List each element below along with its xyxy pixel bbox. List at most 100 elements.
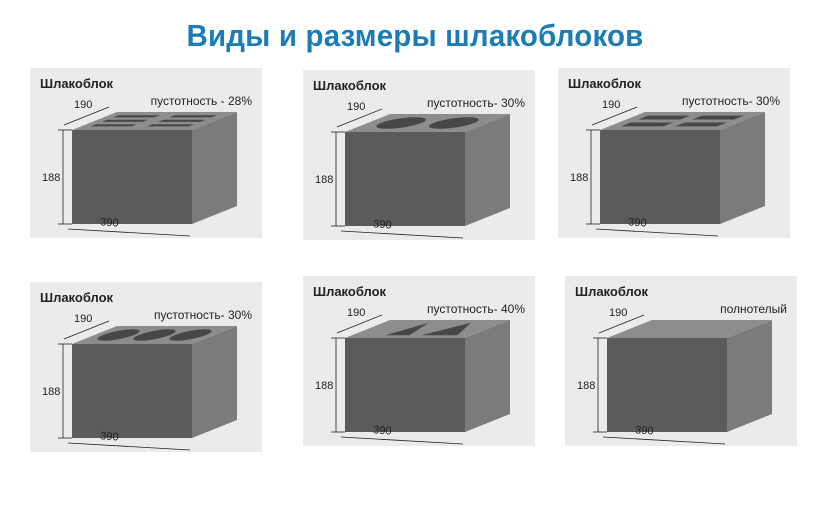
height-label: 188 — [42, 172, 60, 184]
cavity — [421, 322, 471, 336]
block-name: Шлакоблок — [40, 290, 114, 305]
block-front-face — [600, 130, 720, 224]
length-dimension-line — [340, 436, 464, 445]
cavities — [385, 322, 471, 336]
height-label: 188 — [577, 380, 595, 392]
block-body — [72, 326, 237, 438]
length-label: 390 — [635, 424, 654, 437]
dimension-lines — [586, 106, 719, 237]
cavity — [376, 117, 426, 129]
block-front-face — [345, 338, 465, 432]
cavity — [638, 115, 690, 120]
width-dimension-line — [598, 314, 645, 334]
cavity — [90, 124, 137, 127]
cinder-block-illustration: 188 190 390 — [42, 313, 237, 451]
block-side-face — [192, 112, 237, 224]
cavity — [169, 329, 212, 341]
block-side-face — [720, 112, 765, 224]
block-panel: 188 190 390 Шлакоблок пустотность- 30% — [30, 282, 262, 452]
cavities — [376, 117, 479, 129]
block-panel: 188 190 390 Шлакоблок пустотность- 40% — [303, 276, 535, 446]
block-name: Шлакоблок — [568, 76, 642, 91]
height-label: 188 — [315, 380, 333, 392]
block-side-face — [192, 326, 237, 438]
cavity — [675, 122, 727, 127]
block-panel: 188 190 390 Шлакоблок полнотелый — [565, 276, 797, 446]
length-label: 390 — [628, 216, 647, 229]
cavity — [147, 124, 195, 127]
block-body — [72, 112, 237, 224]
cavity — [97, 329, 140, 341]
length-label: 390 — [373, 424, 392, 437]
length-label: 390 — [100, 430, 119, 443]
cavity — [133, 329, 176, 341]
length-dimension-line — [67, 442, 191, 451]
cavity — [692, 115, 744, 120]
block-body — [345, 114, 510, 226]
block-name: Шлакоблок — [40, 76, 114, 91]
width-dimension-line — [591, 106, 638, 126]
block-front-face — [345, 132, 465, 226]
block-body — [345, 320, 510, 432]
cavities — [90, 115, 217, 127]
length-dimension-line — [595, 228, 719, 237]
length-dimension-line — [67, 228, 191, 237]
cavity — [169, 115, 217, 118]
length-label: 390 — [100, 216, 119, 229]
cavity — [385, 322, 429, 336]
block-body — [607, 320, 772, 432]
block-name: Шлакоблок — [313, 284, 387, 299]
cavity — [158, 119, 206, 122]
block-voidness: полнотелый — [720, 302, 787, 316]
width-label: 190 — [347, 101, 365, 113]
cinder-block-illustration: 188 190 390 — [315, 101, 510, 239]
cinder-block-illustration: 188 190 390 — [42, 99, 237, 237]
block-panel: 188 190 390 Шлакоблок пустотность- 30% — [303, 70, 535, 240]
cinder-block-illustration: 188 190 390 — [577, 307, 772, 445]
width-label: 190 — [74, 313, 92, 325]
block-front-face — [72, 130, 192, 224]
length-label: 390 — [373, 218, 392, 231]
block-front-face — [72, 344, 192, 438]
height-label: 188 — [315, 174, 333, 186]
dimension-lines — [331, 108, 464, 239]
block-body — [600, 112, 765, 224]
block-voidness: пустотность- 30% — [426, 96, 525, 110]
width-dimension-line — [336, 108, 383, 128]
width-label: 190 — [602, 99, 620, 111]
cavities — [621, 115, 744, 127]
length-dimension-line — [340, 230, 464, 239]
page-title: Виды и размеры шлакоблоков — [186, 18, 644, 53]
dimension-lines — [331, 314, 464, 445]
block-voidness: пустотность- 30% — [153, 308, 252, 322]
height-label: 188 — [570, 172, 588, 184]
block-front-face — [607, 338, 727, 432]
cavities — [97, 329, 212, 341]
dimension-lines — [593, 314, 726, 445]
block-panel: 188 190 390 Шлакоблок пустотность - 28% — [30, 68, 262, 238]
cavity — [621, 122, 673, 127]
block-side-face — [465, 114, 510, 226]
block-name: Шлакоблок — [313, 78, 387, 93]
cinder-block-illustration: 188 190 390 — [570, 99, 765, 237]
cavity — [429, 117, 479, 129]
length-dimension-line — [602, 436, 726, 445]
block-top-face — [607, 320, 772, 338]
block-panel: 188 190 390 Шлакоблок пустотность- 30% — [558, 68, 790, 238]
block-voidness: пустотность- 40% — [426, 302, 525, 316]
block-voidness: пустотность- 30% — [681, 94, 780, 108]
width-dimension-line — [63, 320, 110, 340]
height-label: 188 — [42, 386, 60, 398]
block-voidness: пустотность - 28% — [150, 94, 252, 108]
dimension-lines — [58, 106, 191, 237]
width-label: 190 — [74, 99, 92, 111]
block-side-face — [465, 320, 510, 432]
width-dimension-line — [336, 314, 383, 334]
width-label: 190 — [347, 307, 365, 319]
cinder-block-illustration: 188 190 390 — [315, 307, 510, 445]
width-label: 190 — [609, 307, 627, 319]
cavity — [101, 119, 149, 122]
block-side-face — [727, 320, 772, 432]
block-name: Шлакоблок — [575, 284, 649, 299]
dimension-lines — [58, 320, 191, 451]
